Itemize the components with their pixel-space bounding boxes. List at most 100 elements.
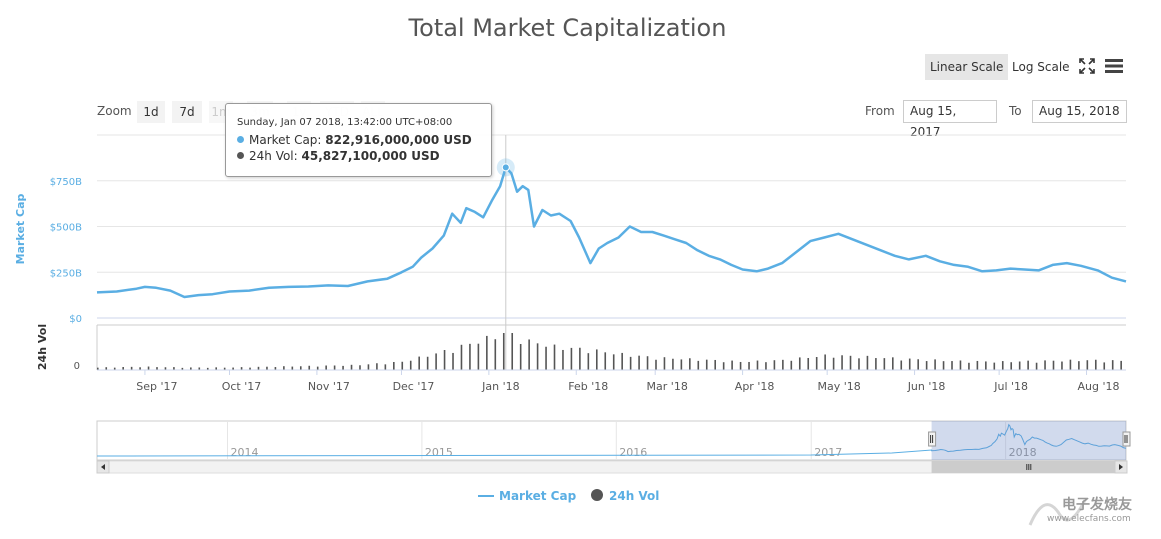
volume-bar xyxy=(1086,360,1089,370)
volume-bar xyxy=(765,362,767,370)
volume-bar xyxy=(105,367,108,370)
volume-bar xyxy=(435,353,437,370)
volume-bar xyxy=(858,358,860,370)
volume-bar xyxy=(985,361,987,370)
linear-scale-button[interactable]: Linear Scale xyxy=(925,54,1009,80)
watermark-logo xyxy=(1028,499,1087,526)
tooltip-cap-row: Market Cap: 822,916,000,000 USD xyxy=(237,133,472,147)
navigator-year-label: 2017 xyxy=(814,446,842,459)
line-legend-icon xyxy=(478,495,494,497)
watermark-text: 电子发烧友 xyxy=(1062,497,1132,513)
zoom-button-7d[interactable]: 7d xyxy=(172,101,202,123)
volume-bar xyxy=(1111,360,1114,370)
volume-bar xyxy=(595,349,598,370)
volume-bar xyxy=(460,344,463,370)
expand-icon[interactable] xyxy=(1078,57,1096,75)
volume-bar xyxy=(494,339,497,370)
volume-bar xyxy=(782,359,784,370)
volume-bar xyxy=(274,367,277,370)
volume-bar xyxy=(1044,360,1046,370)
volume-bar xyxy=(1001,361,1004,370)
x-tick-label: Dec '17 xyxy=(393,380,435,393)
zoom-button-1d[interactable]: 1d xyxy=(137,101,165,123)
volume-bar xyxy=(672,358,674,370)
from-date-input[interactable]: Aug 15, 2017 xyxy=(903,100,997,139)
volume-bar xyxy=(519,344,522,370)
volume-bar xyxy=(612,354,615,370)
chart-title: Total Market Capitalization xyxy=(408,14,727,42)
volume-bar xyxy=(841,355,843,370)
x-tick-label: Mar '18 xyxy=(647,380,688,393)
volume-bar xyxy=(934,359,936,370)
volume-bar xyxy=(139,367,141,370)
volume-bar xyxy=(689,358,691,370)
volume-bar xyxy=(1120,360,1122,370)
volume-bar xyxy=(376,363,378,370)
navigator-year-label: 2014 xyxy=(230,446,258,459)
volume-bar xyxy=(959,360,962,370)
volume-bar xyxy=(875,358,877,370)
volume-bar xyxy=(968,362,970,370)
volume-tick-label: 0 xyxy=(74,361,80,372)
legend-market-cap[interactable]: Market Cap xyxy=(478,489,576,503)
volume-bar xyxy=(545,346,547,370)
circle-legend-icon xyxy=(591,489,603,501)
volume-bar xyxy=(173,367,175,370)
volume-bar xyxy=(401,361,404,370)
y-axis-title: Market Cap xyxy=(14,194,27,265)
volume-bar xyxy=(866,355,869,370)
volume-bar xyxy=(629,356,632,370)
volume-bar xyxy=(367,364,370,370)
volume-axis-title: 24h Vol xyxy=(36,324,49,370)
y-tick-label: $500B xyxy=(50,223,82,234)
x-tick-label: Nov '17 xyxy=(308,380,350,393)
volume-bar xyxy=(130,366,133,370)
volume-bar xyxy=(181,367,184,370)
x-tick-label: Aug '18 xyxy=(1078,380,1120,393)
navigator-series xyxy=(96,423,1127,457)
volume-bar xyxy=(832,357,835,370)
volume-bar xyxy=(1018,361,1021,370)
volume-bar xyxy=(409,360,412,370)
volume-bar xyxy=(359,365,361,370)
volume-bar xyxy=(807,357,810,370)
volume-bar xyxy=(528,339,530,370)
tooltip-date: Sunday, Jan 07 2018, 13:42:00 UTC+08:00 xyxy=(237,117,453,128)
navigator-year-label: 2016 xyxy=(619,446,647,459)
volume-bar xyxy=(917,359,919,370)
data-tooltip: Sunday, Jan 07 2018, 13:42:00 UTC+08:00 … xyxy=(225,103,492,177)
navigator-year-label: 2018 xyxy=(1009,446,1037,459)
zoom-label: Zoom xyxy=(97,104,132,118)
volume-bar xyxy=(308,365,311,370)
volume-bar xyxy=(215,367,218,370)
volume-bar xyxy=(511,333,514,370)
tooltip-vol-row: 24h Vol: 45,827,100,000 USD xyxy=(237,149,440,163)
tooltip-vol-label: 24h Vol: xyxy=(249,149,298,163)
to-date-input[interactable]: Aug 15, 2018 xyxy=(1032,100,1127,123)
legend-volume[interactable]: 24h Vol xyxy=(591,489,659,503)
hamburger-menu-icon[interactable] xyxy=(1104,58,1124,74)
volume-bar xyxy=(790,360,793,370)
log-scale-button[interactable]: Log Scale xyxy=(1012,60,1070,74)
volume-bar xyxy=(1035,362,1038,370)
volume-bar xyxy=(190,367,192,370)
x-tick-label: Apr '18 xyxy=(735,380,775,393)
volume-bar xyxy=(892,357,894,370)
volume-bar xyxy=(976,360,979,370)
volume-bar xyxy=(257,366,260,370)
x-tick-label: Oct '17 xyxy=(222,380,262,393)
volume-bar xyxy=(502,333,505,370)
to-label: To xyxy=(1009,104,1022,118)
volume-bar xyxy=(1010,362,1013,370)
volume-bar xyxy=(418,356,420,370)
x-tick-label: Jun '18 xyxy=(907,380,946,393)
volume-bar xyxy=(663,357,666,370)
volume-bar xyxy=(849,355,852,370)
volume-bar xyxy=(722,362,725,370)
volume-bar xyxy=(756,360,759,370)
volume-bar xyxy=(477,343,480,370)
volume-bar xyxy=(393,361,395,370)
volume-bar xyxy=(621,352,623,370)
volume-bar xyxy=(452,352,454,370)
